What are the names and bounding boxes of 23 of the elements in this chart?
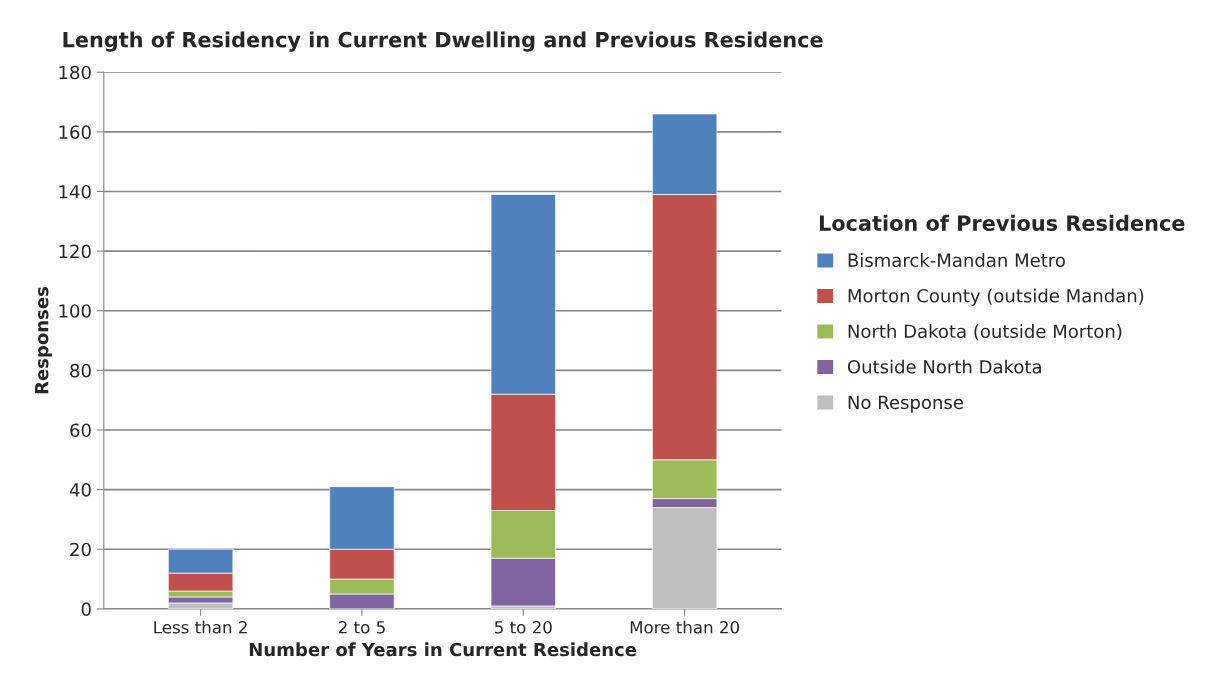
legend-label: Morton County (outside Mandan) [848,288,1144,307]
legend-label: No Response [848,395,963,413]
x-tick-label: 2 to 5 [338,620,385,634]
y-tick-label: 20 [70,542,91,557]
legend-label: Outside North Dakota [847,359,1041,374]
y-tick-label: 100 [59,304,91,318]
x-tick-label: More than 20 [630,620,740,634]
x-tick-label: Less than 2 [154,620,247,634]
y-tick-label: 140 [59,184,91,199]
x-axis-title: Number of Years in Current Residence [249,642,637,657]
y-tick-label: 160 [59,125,91,139]
y-tick-label: 0 [81,602,91,616]
y-tick-label: 80 [70,363,91,378]
legend-label: North Dakota (outside Morton) [848,324,1122,341]
y-tick-label: 60 [70,423,91,438]
legend-title: Location of Previous Residence [819,214,1185,231]
x-tick-label: 5 to 20 [495,620,552,634]
legend-label: Bismarck-Mandan Metro [848,253,1065,268]
chart-title: Length of Residency in Current Dwelling and Previous Residence [63,31,823,52]
y-tick-label: 180 [59,65,91,80]
y-axis-title: Responses [35,287,52,394]
y-tick-label: 40 [69,483,91,497]
y-tick-label: 120 [59,244,91,259]
